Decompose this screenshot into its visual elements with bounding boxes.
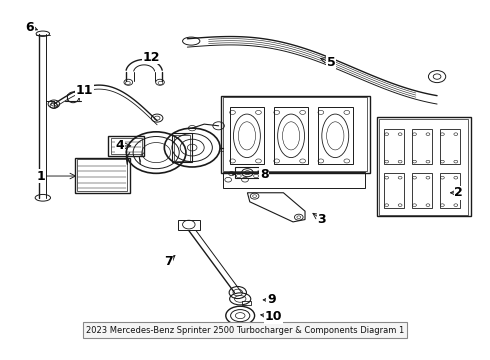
Text: 6: 6 — [25, 21, 34, 33]
Text: 9: 9 — [267, 293, 276, 306]
Text: 2: 2 — [454, 186, 463, 199]
Text: 10: 10 — [265, 310, 283, 323]
Text: 11: 11 — [75, 84, 93, 97]
Text: 5: 5 — [327, 56, 336, 69]
Text: 8: 8 — [260, 168, 269, 181]
Text: 4: 4 — [116, 139, 124, 152]
Text: 12: 12 — [143, 51, 160, 64]
Text: 1: 1 — [37, 170, 45, 183]
Text: 7: 7 — [164, 255, 172, 268]
Text: 2023 Mercedes-Benz Sprinter 2500 Turbocharger & Components Diagram 1: 2023 Mercedes-Benz Sprinter 2500 Turboch… — [86, 325, 404, 334]
Text: 3: 3 — [318, 213, 326, 226]
